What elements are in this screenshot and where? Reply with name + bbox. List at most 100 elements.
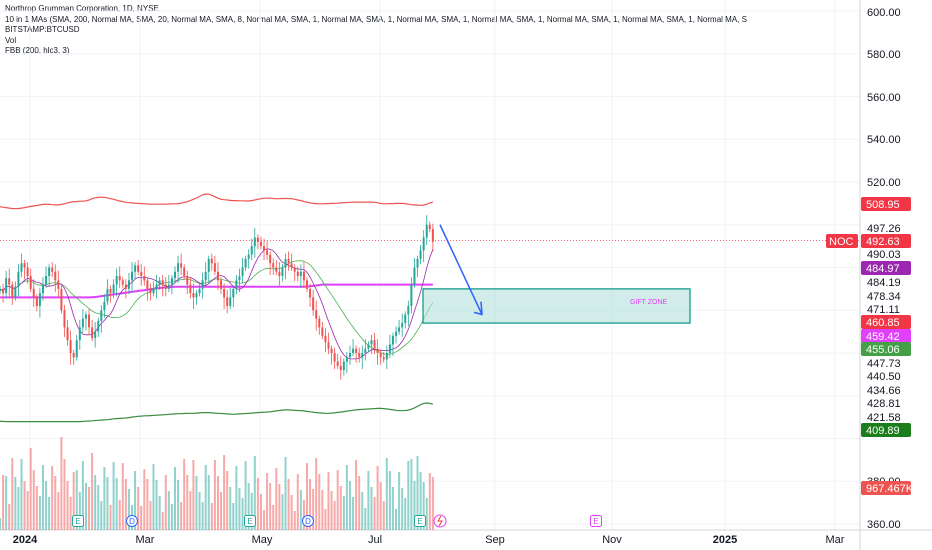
volume-bar: [223, 455, 226, 530]
volume-bar: [127, 489, 130, 530]
candle-body: [106, 288, 109, 302]
candle-body: [373, 340, 376, 349]
legend-moving-averages[interactable]: 10 in 1 MAs (SMA, 200, Normal MA, SMA, 2…: [5, 14, 747, 24]
volume-bar: [348, 481, 351, 530]
candle-body: [72, 353, 75, 358]
price-badge: [861, 423, 911, 437]
volume-bar: [407, 461, 410, 530]
event-marker-label: E: [593, 517, 598, 526]
price-tick-label: 540.00: [867, 134, 901, 146]
volume-bar: [336, 470, 339, 530]
legend-volume[interactable]: Vol: [5, 35, 17, 45]
event-marker-earnings: [590, 515, 602, 527]
volume-bar: [140, 506, 143, 530]
volume-bar: [321, 490, 324, 530]
upper-band-line: [0, 193, 434, 210]
candle-body: [210, 258, 213, 264]
candle-body: [158, 280, 161, 285]
volume-bar: [204, 465, 207, 530]
volume-bar: [229, 487, 232, 530]
price-badge: [861, 234, 911, 248]
legend-fbb[interactable]: FBB (200, hlc3, 3): [5, 46, 70, 55]
volume-bar: [410, 459, 413, 530]
candle-body: [235, 280, 238, 289]
candle-body: [395, 331, 398, 336]
gift-zone-box[interactable]: GIFT ZONE: [422, 288, 691, 324]
volume-bar: [272, 505, 275, 530]
candle-body: [379, 353, 382, 358]
volume-bar: [161, 512, 164, 530]
sma20-line: [0, 260, 434, 355]
price-badge-text: 455.06: [866, 344, 900, 356]
price-badge-text: 508.95: [866, 199, 900, 211]
time-axis[interactable]: 2024 Mar May Jul Sep Nov 2025 Mar: [13, 534, 845, 546]
volume-bar: [398, 472, 401, 530]
event-marker-earnings: [414, 515, 426, 527]
volume-bar: [299, 490, 302, 530]
volume-bar: [367, 471, 370, 530]
volume-bar: [78, 492, 81, 530]
candle-body: [385, 353, 388, 360]
volume-bar: [290, 495, 293, 530]
lower-band-line: [0, 402, 434, 423]
candle-body: [195, 293, 198, 298]
price-axis[interactable]: 600.00 580.00 560.00 540.00 520.00 497.26 490.…: [826, 7, 914, 531]
time-tick-label: Sep: [485, 534, 505, 546]
volume-bar: [376, 466, 379, 530]
legend-compare-symbol[interactable]: BITSTAMP:BTCUSD: [5, 25, 80, 34]
candle-body: [41, 284, 44, 294]
volume-bar: [241, 498, 244, 530]
candle-body: [112, 284, 115, 294]
volume-bar: [428, 473, 431, 530]
volume-bar: [425, 498, 428, 530]
candle-body: [241, 267, 244, 277]
candle-body: [14, 286, 17, 298]
volume-bar: [11, 458, 14, 530]
volume-bar: [364, 508, 367, 530]
price-tick-label: 478.34: [867, 291, 901, 303]
volume-bar: [370, 487, 373, 530]
symbol-badge: [826, 234, 858, 248]
volume-bar: [238, 488, 241, 530]
price-badge: [861, 261, 911, 275]
candle-body: [293, 267, 296, 272]
volume-bar: [177, 480, 180, 530]
volume-bar: [318, 474, 321, 530]
volume-bar: [355, 460, 358, 530]
candle-body: [407, 305, 410, 315]
volume-bar: [306, 463, 308, 530]
trend-arrow[interactable]: [439, 224, 483, 316]
chart-legend: Northrop Grumman Corporation, 1D, NYSE 1…: [5, 4, 855, 57]
volume-bar: [391, 487, 394, 530]
candle-body: [115, 276, 118, 285]
candle-body: [146, 280, 149, 289]
volume-bar: [312, 489, 315, 530]
candles: [0, 215, 434, 380]
price-badge-text: 967.467K: [866, 483, 914, 495]
candle-body: [57, 280, 60, 289]
price-tick-label: 497.26: [867, 223, 901, 235]
candle-body: [278, 271, 281, 277]
candle-body: [29, 276, 32, 289]
volume-bar: [296, 474, 299, 530]
volume-bar: [278, 484, 281, 530]
candle-body: [60, 288, 63, 311]
volume-bar: [8, 504, 11, 530]
event-marker-label: D: [129, 517, 135, 526]
event-marker-dividend: [302, 515, 314, 527]
candle-body: [226, 297, 229, 306]
volume-bar: [213, 460, 216, 530]
candle-body: [8, 278, 11, 285]
candle-body: [167, 284, 170, 289]
volume-bar: [91, 453, 94, 530]
volume-bar: [81, 461, 84, 530]
volume-bar: [17, 487, 20, 530]
candle-body: [253, 237, 256, 247]
event-marker-label: E: [247, 517, 252, 526]
volume-bar: [207, 475, 210, 530]
candle-body: [161, 280, 164, 285]
candle-body: [266, 250, 269, 255]
volume-bar: [66, 481, 69, 530]
candle-body: [54, 271, 57, 281]
